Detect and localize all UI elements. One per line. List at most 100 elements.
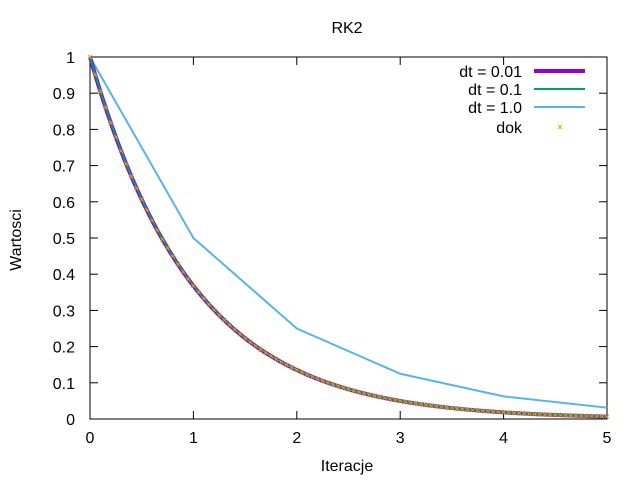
dok-point xyxy=(340,385,346,391)
dok-point xyxy=(165,245,170,251)
dok-point xyxy=(108,120,114,125)
dok-point xyxy=(284,362,289,368)
x-tick-label: 2 xyxy=(292,430,301,447)
dok-point xyxy=(154,227,160,233)
dok-point xyxy=(371,393,377,399)
y-tick-label: 0.9 xyxy=(53,86,75,103)
dok-point xyxy=(191,283,196,289)
dok-point xyxy=(361,391,367,396)
dok-point xyxy=(594,413,600,419)
y-tick-label: 0.5 xyxy=(53,231,75,248)
dok-point xyxy=(439,404,444,410)
y-tick-label: 0.3 xyxy=(53,303,75,320)
dok-point xyxy=(335,383,341,389)
legend-label: dt = 1.0 xyxy=(468,100,522,117)
series-layer xyxy=(87,54,610,419)
dok-point xyxy=(496,409,501,415)
dok-point xyxy=(444,405,450,410)
dok-point xyxy=(537,411,543,417)
dok-point xyxy=(578,413,584,419)
chart-title: RK2 xyxy=(331,20,362,37)
dok-point xyxy=(542,412,548,417)
legend-label: dok xyxy=(496,120,523,137)
dok-point xyxy=(418,401,424,407)
dok-point xyxy=(227,322,232,328)
series-line-0 xyxy=(88,56,608,419)
dok-point xyxy=(304,372,310,378)
dok-point xyxy=(589,413,594,419)
dok-point xyxy=(294,367,300,373)
dok-point xyxy=(583,413,589,419)
x-axis-label: Iteracje xyxy=(321,458,374,475)
dok-point xyxy=(325,380,331,386)
y-tick-label: 0.6 xyxy=(53,195,75,212)
dok-point xyxy=(263,350,269,356)
dok-point xyxy=(216,312,222,318)
dok-point xyxy=(521,411,527,416)
dok-point xyxy=(211,307,217,313)
y-tick-label: 0.7 xyxy=(53,159,75,176)
dok-point xyxy=(573,413,579,419)
dok-point xyxy=(480,408,486,414)
dok-point xyxy=(516,410,522,416)
dok-point xyxy=(485,408,491,414)
dok-point xyxy=(434,403,439,409)
dok-point xyxy=(558,412,563,418)
x-tick-label: 3 xyxy=(396,430,405,447)
dok-point xyxy=(423,402,429,408)
dok-point xyxy=(242,335,248,341)
dok-point xyxy=(129,173,134,179)
dok-point xyxy=(382,395,388,401)
dok-point xyxy=(604,414,610,419)
dok-point xyxy=(253,343,258,349)
dok-point xyxy=(511,410,517,416)
series-line-2 xyxy=(89,56,608,409)
dok-point xyxy=(87,54,93,60)
dok-point xyxy=(222,317,227,323)
dok-point xyxy=(315,376,320,382)
y-tick-label: 0.4 xyxy=(53,267,75,284)
dok-point xyxy=(506,410,512,416)
dok-point xyxy=(547,412,553,418)
y-tick-label: 0 xyxy=(66,412,75,429)
dok-point xyxy=(501,410,506,415)
legend-swatch-points xyxy=(557,124,563,130)
dok-point xyxy=(366,392,372,398)
dok-point xyxy=(170,253,176,259)
dok-point xyxy=(123,161,129,167)
legend-label: dt = 0.1 xyxy=(468,82,522,99)
dok-point xyxy=(92,72,98,78)
dok-point xyxy=(387,396,393,402)
dok-point xyxy=(356,389,362,395)
dok-point xyxy=(206,302,212,307)
dok-point xyxy=(268,353,274,359)
series-line-1 xyxy=(89,56,608,418)
dok-point xyxy=(134,185,139,191)
dok-point xyxy=(459,406,465,412)
dok-point xyxy=(330,382,336,387)
x-tick-label: 4 xyxy=(499,430,508,447)
dok-point xyxy=(113,134,119,140)
dok-point xyxy=(351,388,357,394)
dok-point xyxy=(185,276,191,282)
dok-point xyxy=(273,356,279,362)
dok-point xyxy=(160,236,165,242)
dok-point xyxy=(201,296,207,301)
dok-point xyxy=(408,400,413,406)
dok-point xyxy=(392,397,398,403)
dok-point xyxy=(377,394,382,400)
dok-point xyxy=(403,399,408,405)
dok-point xyxy=(320,378,326,384)
dok-point xyxy=(139,197,145,202)
dok-point xyxy=(599,414,605,419)
dok-point xyxy=(346,386,351,392)
dok-point xyxy=(289,365,294,370)
dok-point xyxy=(428,403,434,409)
dok-point xyxy=(97,89,103,94)
dok-point xyxy=(175,261,181,267)
dok-point xyxy=(532,411,537,417)
dok-point xyxy=(568,413,574,418)
dok-point xyxy=(397,398,403,404)
y-tick-label: 0.8 xyxy=(53,122,75,139)
